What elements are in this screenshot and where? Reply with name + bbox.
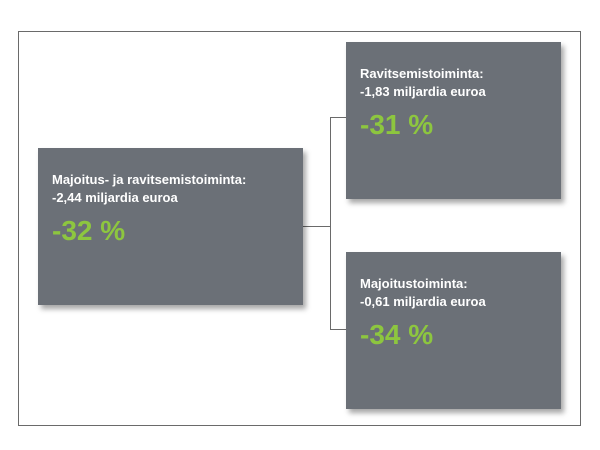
box-percent: -32 % <box>52 215 126 246</box>
box-label: Majoitus- ja ravitsemistoiminta: <box>52 172 247 187</box>
box-amount: -1,83 miljardia euroa <box>360 84 486 99</box>
box-label: Ravitsemistoiminta: <box>360 66 484 81</box>
box-amount: -0,61 miljardia euroa <box>360 294 486 309</box>
connector-vertical <box>330 117 331 330</box>
box-label: Majoitustoiminta: <box>360 276 468 291</box>
connector-bottom-horizontal <box>330 329 346 330</box>
box-accommodation-and-food: Majoitus- ja ravitsemistoiminta: -2,44 m… <box>38 148 303 305</box>
box-food-service: Ravitsemistoiminta: -1,83 miljardia euro… <box>346 42 561 199</box>
box-amount: -2,44 miljardia euroa <box>52 190 178 205</box>
connector-top-horizontal <box>330 117 346 118</box>
box-percent: -31 % <box>360 109 434 140</box>
diagram-frame <box>18 31 581 426</box>
box-percent: -34 % <box>360 319 434 350</box>
connector-main-horizontal <box>303 226 330 227</box>
box-accommodation: Majoitustoiminta: -0,61 miljardia euroa … <box>346 252 561 409</box>
